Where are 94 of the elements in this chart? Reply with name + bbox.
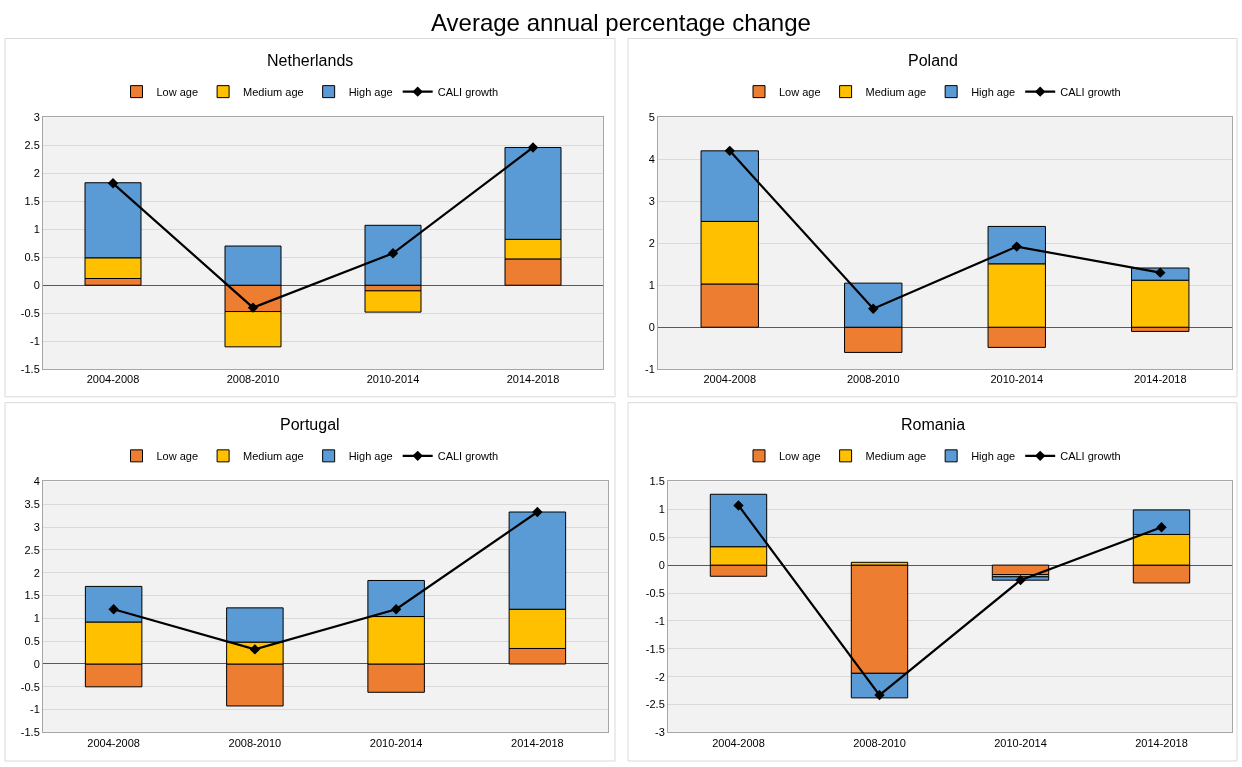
x-tick-label: 2004-2008 — [703, 373, 757, 386]
legend-label: High age — [971, 450, 1016, 463]
y-tick-label: 0 — [33, 279, 40, 292]
bar — [364, 224, 422, 286]
legend-label: CALI growth — [437, 85, 499, 98]
y-tick-label: -1 — [645, 363, 655, 376]
x-tick-label: 2004-2008 — [86, 373, 140, 386]
legend-label: Low age — [156, 450, 199, 463]
y-tick-label: -3 — [655, 726, 665, 739]
y-tick-label: 0.5 — [649, 531, 665, 544]
bar — [364, 290, 422, 313]
legend-label: Medium age — [865, 85, 927, 98]
y-tick-label: 0 — [33, 657, 40, 670]
legend-label: High age — [971, 85, 1016, 98]
x-tick-label: 2010-2014 — [369, 736, 423, 749]
y-tick-label: 1 — [33, 612, 40, 625]
y-tick-label: -1.5 — [645, 642, 665, 655]
y-tick-label: 0.5 — [24, 635, 40, 648]
y-tick-label: -1 — [655, 614, 665, 627]
point — [390, 604, 402, 615]
y-tick-label: -1 — [30, 703, 40, 716]
y-tick-label: 3.5 — [24, 498, 40, 511]
chart-title: Portugal — [280, 416, 340, 433]
y-tick-label: -0.5 — [20, 680, 40, 693]
y-tick-label: 5 — [648, 111, 655, 124]
point — [1015, 574, 1026, 586]
point — [1156, 521, 1167, 533]
legend-label: CALI growth — [1060, 85, 1121, 98]
chart-title: Romania — [901, 416, 966, 433]
y-tick-label: 3 — [33, 520, 40, 533]
x-tick-label: 2014-2018 — [506, 373, 560, 386]
y-tick-label: 2.5 — [24, 543, 40, 556]
legend-label: Low age — [779, 85, 821, 98]
point — [108, 604, 119, 615]
y-tick-label: 2 — [33, 167, 40, 180]
y-tick-label: 0 — [648, 321, 655, 334]
legend-label: Low age — [779, 450, 821, 463]
y-tick-label: 1 — [658, 503, 665, 516]
y-tick-label: 1.5 — [649, 475, 665, 488]
legend-label: High age — [348, 85, 393, 98]
y-tick-label: -1 — [30, 335, 40, 348]
y-tick-label: 3 — [648, 195, 655, 208]
x-tick-label: 2014-2018 — [1135, 736, 1188, 749]
point — [387, 248, 399, 259]
x-tick-label: 2004-2008 — [87, 736, 140, 749]
y-tick-label: -0.5 — [645, 586, 665, 599]
text: Average annual percentage change — [431, 9, 811, 36]
y-tick-label: 2 — [33, 566, 40, 579]
y-tick-label: 0 — [658, 558, 665, 571]
x-tick-label: 2008-2010 — [226, 373, 280, 386]
point — [247, 302, 259, 313]
y-tick-label: -0.5 — [20, 307, 40, 320]
legend-label: Medium age — [243, 85, 304, 98]
legend-label: High age — [348, 450, 393, 463]
point — [733, 500, 744, 511]
point — [868, 303, 879, 314]
y-tick-label: -2 — [655, 670, 665, 683]
y-tick-label: 4 — [33, 475, 40, 488]
point — [1011, 241, 1022, 252]
y-tick-label: 2 — [648, 237, 655, 250]
x-tick-label: 2008-2010 — [228, 736, 282, 749]
y-tick-label: -2.5 — [645, 698, 665, 711]
y-tick-label: -1.5 — [20, 363, 40, 376]
y-tick-label: 4 — [648, 153, 655, 166]
legend-label: Low age — [156, 85, 199, 98]
y-tick-label: -1.5 — [20, 726, 40, 739]
x-tick-label: 2014-2018 — [1133, 373, 1187, 386]
point — [527, 142, 539, 153]
x-tick-label: 2004-2008 — [712, 736, 765, 749]
y-tick-label: 1 — [648, 279, 655, 292]
point — [107, 178, 119, 189]
point — [532, 506, 543, 518]
legend-label: CALI growth — [1060, 450, 1121, 463]
y-tick-label: 1.5 — [24, 195, 40, 208]
y-tick-label: 2.5 — [24, 139, 40, 152]
x-tick-label: 2010-2014 — [366, 373, 420, 386]
x-tick-label: 2010-2014 — [994, 736, 1047, 749]
legend-label: CALI growth — [437, 450, 499, 463]
y-tick-label: 0.5 — [24, 251, 40, 264]
point — [249, 644, 261, 655]
y-tick-label: 1.5 — [24, 589, 40, 602]
point — [1155, 267, 1166, 278]
x-tick-label: 2008-2010 — [846, 373, 900, 386]
point — [874, 689, 885, 701]
y-tick-label: 1 — [33, 223, 40, 236]
legend-label: Medium age — [865, 450, 927, 463]
x-tick-label: 2008-2010 — [853, 736, 906, 749]
x-tick-label: 2014-2018 — [511, 736, 564, 749]
legend-label: Medium age — [243, 450, 304, 463]
x-tick-label: 2010-2014 — [990, 373, 1044, 386]
chart-title: Netherlands — [267, 52, 354, 69]
chart-title: Poland — [908, 52, 958, 69]
y-tick-label: 3 — [33, 111, 40, 124]
point — [724, 145, 735, 157]
